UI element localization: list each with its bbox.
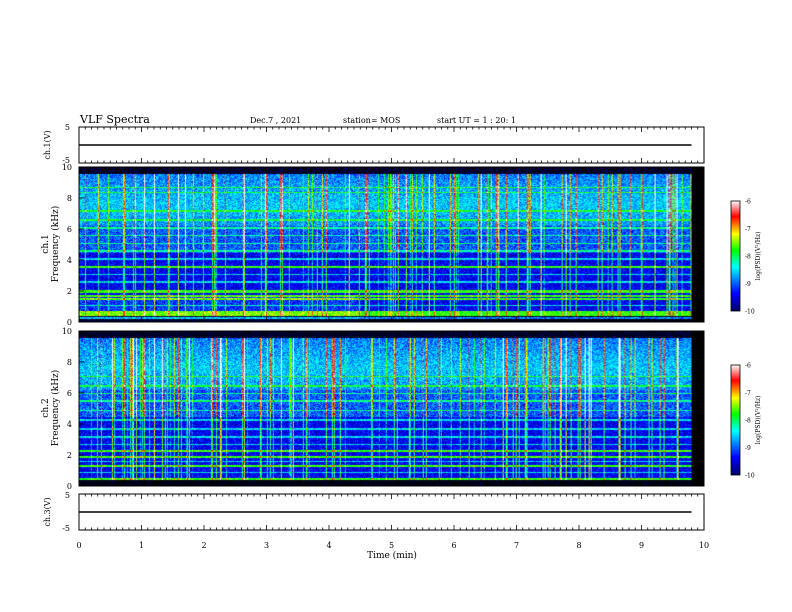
- ch2-spectrogram-ticks: [78, 331, 705, 486]
- ch3-ytick-bottom: -5: [62, 524, 70, 533]
- start-time-label: start UT = 1 : 20: 1: [437, 116, 516, 125]
- ch1-colorbar-tick: -8: [745, 254, 751, 261]
- date-label: Dec.7 , 2021: [250, 116, 301, 125]
- ch1-spectrogram-ticks: [78, 167, 705, 322]
- ch1-colorbar-label: log(PSD)(V²/Hz): [755, 232, 762, 281]
- ch2-channel-label: ch.2: [41, 398, 51, 417]
- time-tick-label: 10: [699, 541, 709, 550]
- ch2-colorbar-tick: -8: [745, 418, 751, 425]
- ch1-ytick-label: 10: [62, 163, 72, 172]
- ch1-colorbar-tick: -6: [745, 199, 751, 206]
- ch1-colorbar: -6 -7 -8 -9 -10 log(PSD)(V²/Hz): [730, 199, 762, 316]
- time-tick-label: 0: [76, 541, 81, 550]
- time-tick-label: 9: [639, 541, 644, 550]
- ch3-ticks: [78, 494, 705, 530]
- ch2-colorbar: -6 -7 -8 -9 -10 log(PSD)(V²/Hz): [730, 363, 762, 480]
- ch1-ytick-label: 0: [67, 318, 72, 327]
- ch1-ytick-bottom: -5: [62, 156, 70, 165]
- time-tick-label: 2: [201, 541, 206, 550]
- ch2-spectrogram-image: [79, 331, 692, 486]
- ch1-colorbar-tick: -10: [745, 309, 755, 316]
- time-tick-label: 3: [264, 541, 269, 550]
- time-tick-label: 1: [139, 541, 144, 550]
- ch2-colorbar-tick: -9: [745, 445, 751, 452]
- station-label: station= MOS: [343, 116, 400, 125]
- ch1-channel-label: ch.1: [41, 234, 51, 253]
- time-tick-label: 8: [576, 541, 581, 550]
- ch1-colorbar-tick: -7: [745, 226, 751, 233]
- time-tick-label: 7: [514, 541, 519, 550]
- ch2-frequency-label: Frequency (kHz): [50, 370, 61, 447]
- ch2-colorbar-tick-labels: -6 -7 -8 -9 -10: [745, 363, 755, 480]
- ch1-ytick-label: 8: [67, 194, 72, 203]
- ch2-spectrogram-panel: 0 2 4 6 8 10 ch.2 Frequency (kHz): [41, 327, 705, 491]
- time-tick-labels: 0 1 2 3 4 5 6 7 8 9 10: [76, 541, 709, 550]
- time-tick-label: 6: [451, 541, 456, 550]
- ch1-ticks: [78, 127, 705, 163]
- figure-title: VLF Spectra: [79, 113, 150, 126]
- ch3-ytick-top: 5: [65, 491, 70, 500]
- ch1-colorbar-tick: -9: [745, 281, 751, 288]
- ch1-ylabel: ch.1(V): [43, 130, 52, 159]
- ch3-ylabel: ch.3(V): [43, 497, 52, 526]
- ch1-ytick-top: 5: [65, 123, 70, 132]
- ch1-frequency-label: Frequency (kHz): [50, 206, 61, 283]
- ch2-ytick-label: 0: [67, 482, 72, 491]
- ch1-spectrogram-image: [79, 167, 692, 322]
- ch2-colorbar-tick: -7: [745, 390, 751, 397]
- ch2-ytick-label: 8: [67, 358, 72, 367]
- ch2-ytick-label: 2: [67, 451, 72, 460]
- ch1-frequency-tick-labels: 0 2 4 6 8 10: [62, 163, 704, 327]
- ch1-ytick-label: 6: [67, 225, 72, 234]
- ch1-colorbar-tick-labels: -6 -7 -8 -9 -10: [745, 199, 755, 316]
- ch1-waveform-panel: 5 -5 ch.1(V): [43, 123, 705, 165]
- ch1-ytick-label: 4: [67, 256, 72, 265]
- ch2-colorbar-gradient: [730, 364, 741, 476]
- time-tick-label: 5: [389, 541, 394, 550]
- time-tick-label: 4: [326, 541, 331, 550]
- ch2-ytick-label: 6: [67, 389, 72, 398]
- ch3-waveform-panel: 5 -5 ch.3(V): [43, 491, 705, 533]
- ch1-ytick-label: 2: [67, 287, 72, 296]
- ch1-spectrogram-panel: 0 2 4 6 8 10 ch.1 Frequency (kHz): [41, 163, 705, 327]
- ch2-colorbar-tick: -10: [745, 473, 755, 480]
- ch1-colorbar-gradient: [730, 200, 741, 312]
- ch2-ytick-label: 4: [67, 420, 72, 429]
- time-axis-label: Time (min): [367, 550, 417, 561]
- ch2-colorbar-tick: -6: [745, 363, 751, 370]
- ch2-frequency-tick-labels: 0 2 4 6 8 10: [62, 327, 704, 491]
- ch2-ytick-label: 10: [62, 327, 72, 336]
- ch2-colorbar-label: log(PSD)(V²/Hz): [755, 396, 762, 445]
